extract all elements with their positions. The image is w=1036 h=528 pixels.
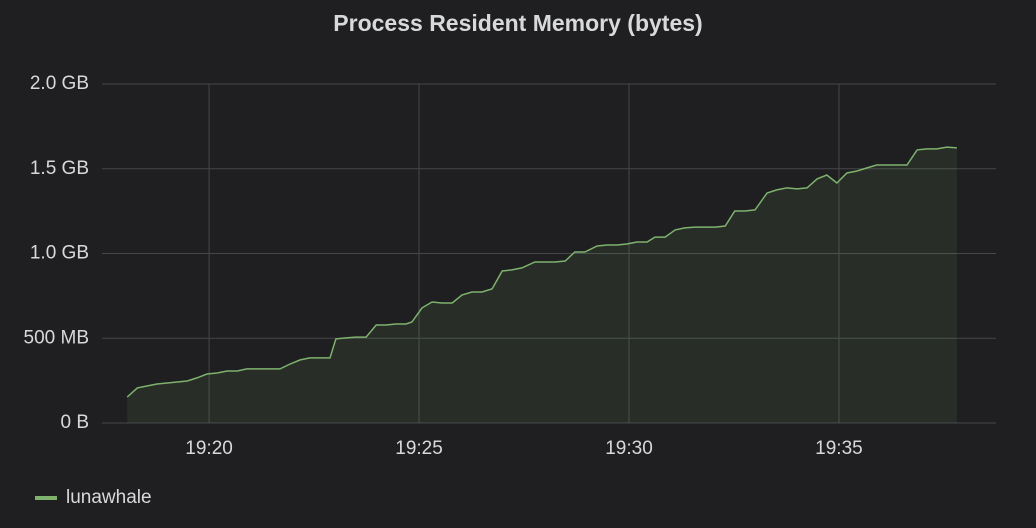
chart-title: Process Resident Memory (bytes) (333, 10, 702, 36)
y-tick-label: 1.0 GB (30, 243, 89, 264)
y-tick-label: 2.0 GB (30, 73, 89, 94)
series-area (127, 147, 957, 423)
y-tick-label: 0 B (60, 412, 89, 433)
x-tick-label: 19:20 (185, 438, 233, 459)
x-tick-label: 19:30 (605, 438, 653, 459)
legend-label: lunawhale (66, 487, 152, 508)
x-tick-label: 19:35 (815, 438, 863, 459)
y-tick-label: 1.5 GB (30, 158, 89, 179)
x-tick-label: 19:25 (395, 438, 443, 459)
y-tick-label: 500 MB (24, 327, 89, 348)
series-line (126, 146, 957, 398)
